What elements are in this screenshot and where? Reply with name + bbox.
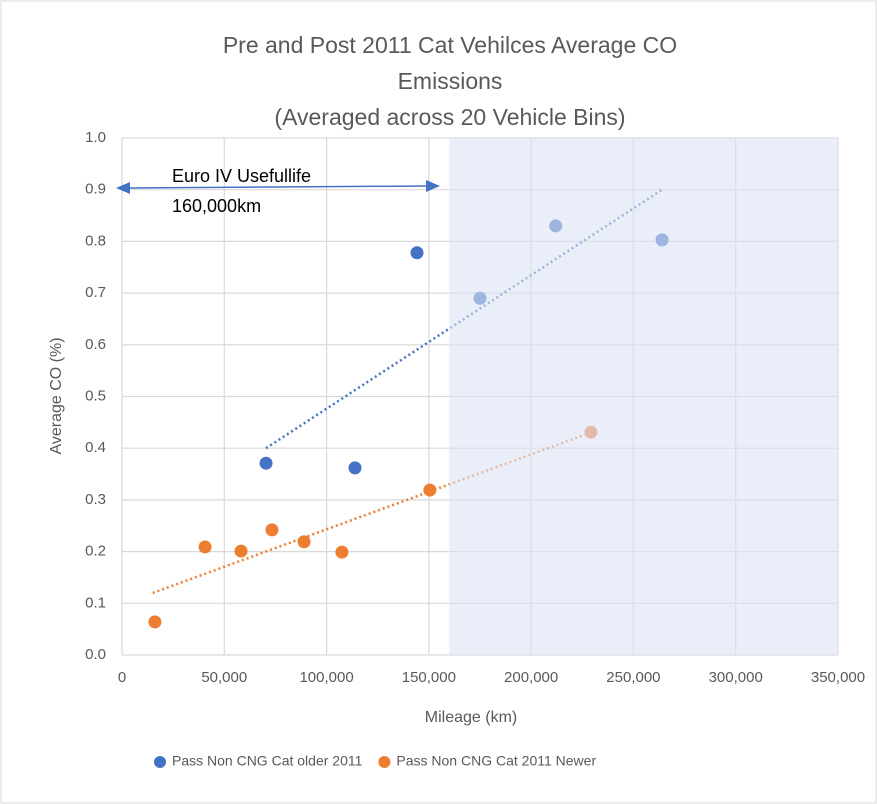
x-tick-label: 150,000	[402, 669, 456, 686]
point	[234, 544, 248, 558]
legend-marker	[378, 756, 391, 768]
y-tick-label: 0.5	[85, 387, 106, 404]
y-axis-title: Average CO (%)	[48, 337, 65, 454]
point	[265, 523, 279, 537]
point	[423, 483, 437, 497]
y-tick-label: 0.0	[85, 646, 106, 663]
annotation: Euro IV Usefullife	[172, 166, 311, 186]
arrow	[116, 180, 440, 194]
legend-marker	[154, 756, 166, 768]
point	[348, 461, 362, 475]
x-tick-label: 200,000	[504, 669, 558, 686]
point	[259, 456, 273, 470]
x-tick-label: 350,000	[811, 669, 865, 686]
x-tick-label: 0	[118, 669, 126, 686]
x-tick-label: 50,000	[201, 669, 247, 686]
annotation: 160,000km	[172, 196, 261, 216]
highlight-region	[449, 138, 838, 655]
y-tick-label: 0.2	[85, 543, 106, 560]
y-tick-label: 0.3	[85, 491, 106, 508]
y-tick-label: 0.7	[85, 284, 106, 301]
y-tick-label: 0.9	[85, 181, 106, 198]
point	[335, 545, 349, 559]
x-tick-label: 300,000	[709, 669, 763, 686]
legend-label: Pass Non CNG Cat 2011 Newer	[396, 753, 596, 769]
y-tick-label: 0.8	[85, 232, 106, 249]
x-axis-title: Mileage (km)	[425, 709, 517, 726]
chart-subtitle: (Averaged across 20 Vehicle Bins)	[274, 104, 625, 130]
point	[198, 540, 212, 554]
x-tick-label: 250,000	[606, 669, 660, 686]
point	[410, 246, 424, 260]
chart-title: Emissions	[398, 68, 503, 94]
y-tick-label: 0.4	[85, 439, 106, 456]
x-tick-label: 100,000	[299, 669, 353, 686]
legend-label: Pass Non CNG Cat older 2011	[172, 753, 363, 769]
point	[297, 535, 311, 549]
chart-title: Pre and Post 2011 Cat Vehilces Average C…	[223, 32, 677, 58]
y-tick-label: 0.6	[85, 336, 106, 353]
y-tick-label: 0.1	[85, 594, 106, 611]
y-tick-label: 1.0	[85, 129, 106, 146]
point	[148, 615, 162, 629]
